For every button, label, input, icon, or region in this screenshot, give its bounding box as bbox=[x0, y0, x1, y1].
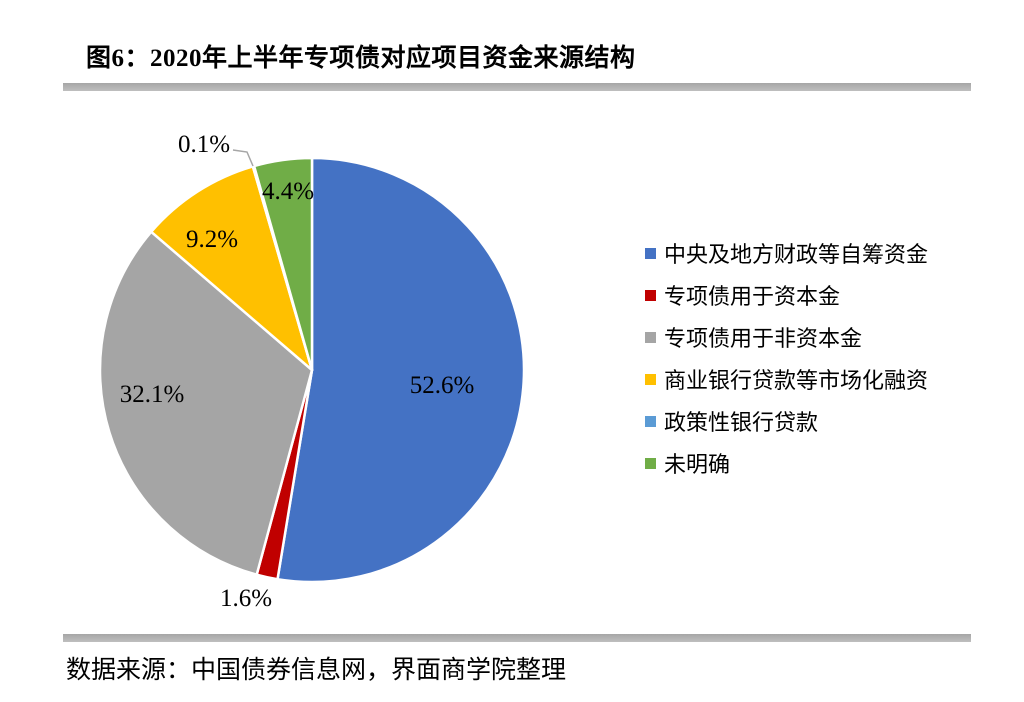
data-label-52.6: 52.6% bbox=[409, 372, 475, 399]
data-label-4.4: 4.4% bbox=[261, 178, 315, 205]
legend-label: 商业银行贷款等市场化融资 bbox=[664, 368, 929, 393]
legend-swatch-icon bbox=[645, 415, 656, 427]
legend-swatch-icon bbox=[645, 457, 656, 469]
legend-label: 政策性银行贷款 bbox=[664, 410, 819, 435]
pie-slice-3 bbox=[98, 230, 314, 576]
legend-swatch-icon bbox=[645, 331, 656, 343]
legend-swatch-icon bbox=[645, 289, 656, 301]
source-divider bbox=[63, 634, 971, 642]
legend-label: 专项债用于非资本金 bbox=[664, 326, 863, 351]
data-label-1.6: 1.6% bbox=[219, 585, 273, 612]
figure-title: 图6：2020年上半年专项债对应项目资金来源结构 bbox=[86, 45, 636, 72]
data-label-0.1: 0.1% bbox=[177, 131, 231, 158]
legend-label: 未明确 bbox=[664, 452, 731, 477]
legend-item: 政策性银行贷款 bbox=[645, 400, 928, 442]
pie-slices bbox=[98, 156, 526, 584]
legend-item: 专项债用于非资本金 bbox=[645, 316, 928, 358]
legend-item: 中央及地方财政等自筹资金 bbox=[645, 232, 928, 274]
legend-label: 专项债用于资本金 bbox=[664, 284, 841, 309]
legend-item: 专项债用于资本金 bbox=[645, 274, 928, 316]
data-label-32.1: 32.1% bbox=[119, 381, 185, 408]
legend-swatch-icon bbox=[645, 247, 656, 259]
data-label-9.2: 9.2% bbox=[185, 226, 239, 253]
pie-slice-1 bbox=[276, 156, 526, 584]
source-text: 数据来源：中国债券信息网，界面商学院整理 bbox=[66, 657, 567, 684]
legend-label: 中央及地方财政等自筹资金 bbox=[664, 242, 929, 267]
legend-swatch-icon bbox=[645, 373, 656, 385]
legend-item: 未明确 bbox=[645, 442, 928, 484]
title-divider bbox=[63, 83, 971, 91]
legend: 中央及地方财政等自筹资金 专项债用于资本金 专项债用于非资本金 商业银行贷款等市… bbox=[645, 232, 928, 484]
leader-line-0.1-percent bbox=[232, 149, 254, 167]
legend-item: 商业银行贷款等市场化融资 bbox=[645, 358, 928, 400]
pie-slice-6 bbox=[252, 156, 314, 372]
pie-slice-4 bbox=[149, 165, 314, 372]
